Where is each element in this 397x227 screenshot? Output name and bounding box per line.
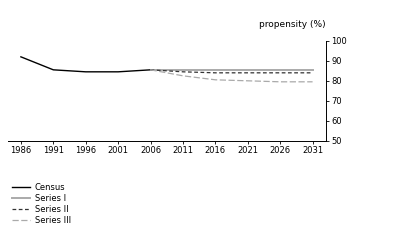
Text: propensity (%): propensity (%) [259,20,326,29]
Legend: Census, Series I, Series II, Series III: Census, Series I, Series II, Series III [12,183,71,225]
